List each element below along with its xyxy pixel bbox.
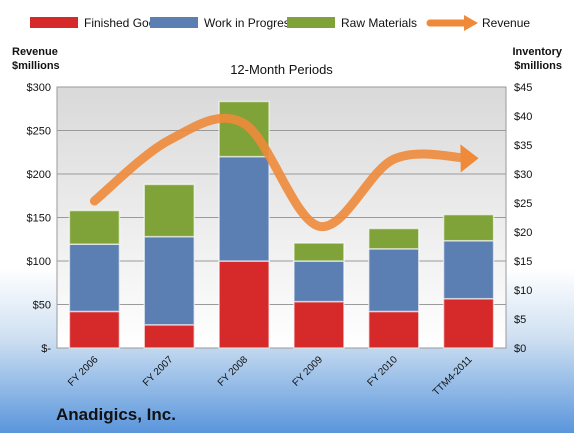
right-tick-label: $5 [514,314,526,326]
left-tick-label: $300 [27,82,51,94]
x-tick-label: FY 2010 [365,354,400,389]
right-tick-label: $0 [514,343,526,355]
left-tick-label: $200 [27,169,51,181]
bar-segment [218,155,270,262]
legend-label: Finished Goods [84,16,168,30]
bar-segment [143,183,195,238]
chart-title: 12-Month Periods [230,62,333,77]
x-tick-label: FY 2008 [216,354,251,389]
bar-segment [442,213,495,242]
legend-swatch [287,17,335,28]
legend-swatch [150,17,198,28]
right-tick-label: $15 [514,256,532,268]
right-tick-label: $10 [514,285,532,297]
legend-label: Revenue [482,16,530,30]
right-tick-label: $35 [514,140,532,152]
bar-segment [68,209,121,245]
left-axis-label: Revenue $millions [12,46,60,72]
bar-segment [368,227,420,250]
revenue-line-path [89,113,474,231]
x-tick-label: FY 2006 [66,354,101,389]
legend-swatch [30,17,78,28]
right-axis-ticks: $0 $5 $10 $15 $20 $25 $30 $35 $40 $45 [514,82,532,355]
revenue-line [89,113,479,231]
right-tick-label: $25 [514,198,532,210]
legend: Finished Goods Work in Progress Raw Materi… [30,15,530,31]
company-name: Anadigics, Inc. [56,405,176,424]
bar-segment [368,310,420,349]
right-tick-label: $30 [514,169,532,181]
x-tick-label: FY 2007 [141,354,176,389]
bar-segment [143,324,195,349]
left-axis-ticks: $- $50 $100 $150 $200 $250 $300 [27,82,52,355]
bar-segment [68,310,121,349]
bar-segment [218,260,270,349]
x-axis-ticks: FY 2006 FY 2007 FY 2008 FY 2009 FY 2010 TTM4-… [66,354,475,398]
gridlines [57,130,506,305]
right-axis-label: Inventory $millions [512,46,562,72]
bar-segment [68,243,121,313]
right-tick-label: $20 [514,227,532,239]
right-tick-label: $45 [514,82,532,94]
bar-segment [293,260,345,303]
bar-segment [368,248,420,313]
bar-segment [293,242,345,262]
bar-segment [143,235,195,326]
legend-label: Work in Progress [204,16,296,30]
left-tick-label: $50 [33,300,51,312]
bar-segment [442,239,495,300]
x-tick-label: FY 2009 [291,354,326,389]
bar-segment [293,300,345,349]
left-tick-label: $- [41,343,51,355]
bars [68,100,495,349]
right-tick-label: $40 [514,111,532,123]
legend-arrowhead [464,15,478,31]
legend-label: Raw Materials [341,16,417,30]
left-tick-label: $150 [27,213,51,225]
bar-segment [442,297,495,349]
x-tick-label: TTM4-2011 [431,354,475,398]
left-tick-label: $250 [27,126,51,138]
revenue-line-arrowhead [460,144,479,173]
left-tick-label: $100 [27,256,51,268]
